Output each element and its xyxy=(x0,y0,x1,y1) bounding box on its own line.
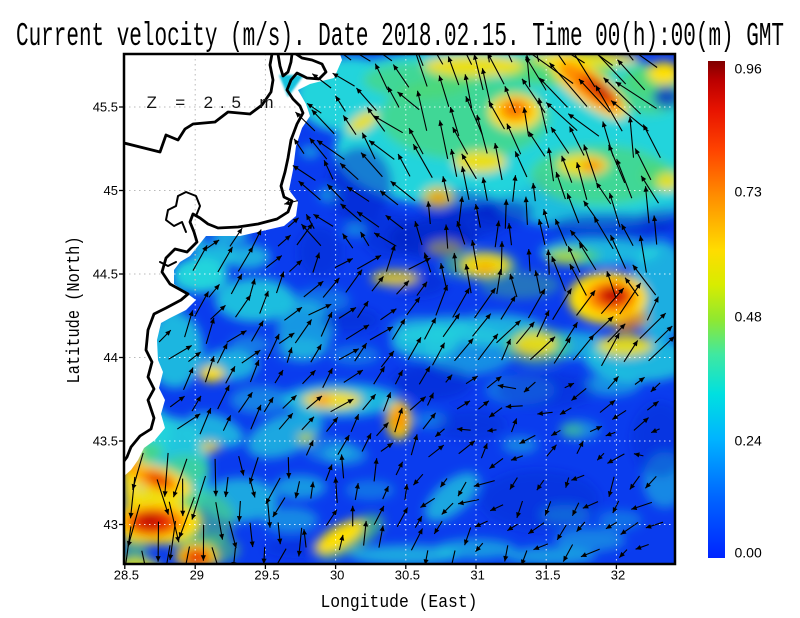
svg-text:32: 32 xyxy=(611,568,625,583)
svg-text:0.00: 0.00 xyxy=(735,545,762,561)
svg-text:44.5: 44.5 xyxy=(93,267,118,282)
svg-text:0.73: 0.73 xyxy=(735,184,762,200)
svg-text:43.5: 43.5 xyxy=(93,434,118,449)
svg-text:31.5: 31.5 xyxy=(535,568,560,583)
svg-text:28.5: 28.5 xyxy=(114,568,139,583)
svg-text:29.5: 29.5 xyxy=(254,568,279,583)
svg-text:45.5: 45.5 xyxy=(93,100,118,115)
svg-text:Latitude (North): Latitude (North) xyxy=(65,237,86,384)
svg-text:44: 44 xyxy=(104,350,118,365)
svg-text:Current velocity (m/s). Date 2: Current velocity (m/s). Date 2018.02.15.… xyxy=(16,19,784,56)
svg-text:43: 43 xyxy=(104,517,118,532)
svg-text:0.24: 0.24 xyxy=(735,433,762,449)
svg-text:Longitude (East): Longitude (East) xyxy=(321,593,478,614)
svg-text:0.48: 0.48 xyxy=(735,309,762,325)
svg-text:31: 31 xyxy=(470,568,484,583)
svg-text:45: 45 xyxy=(104,183,118,198)
svg-text:0.96: 0.96 xyxy=(735,61,762,77)
svg-text:30: 30 xyxy=(330,568,344,583)
svg-text:30.5: 30.5 xyxy=(395,568,420,583)
svg-text:29: 29 xyxy=(190,568,204,583)
